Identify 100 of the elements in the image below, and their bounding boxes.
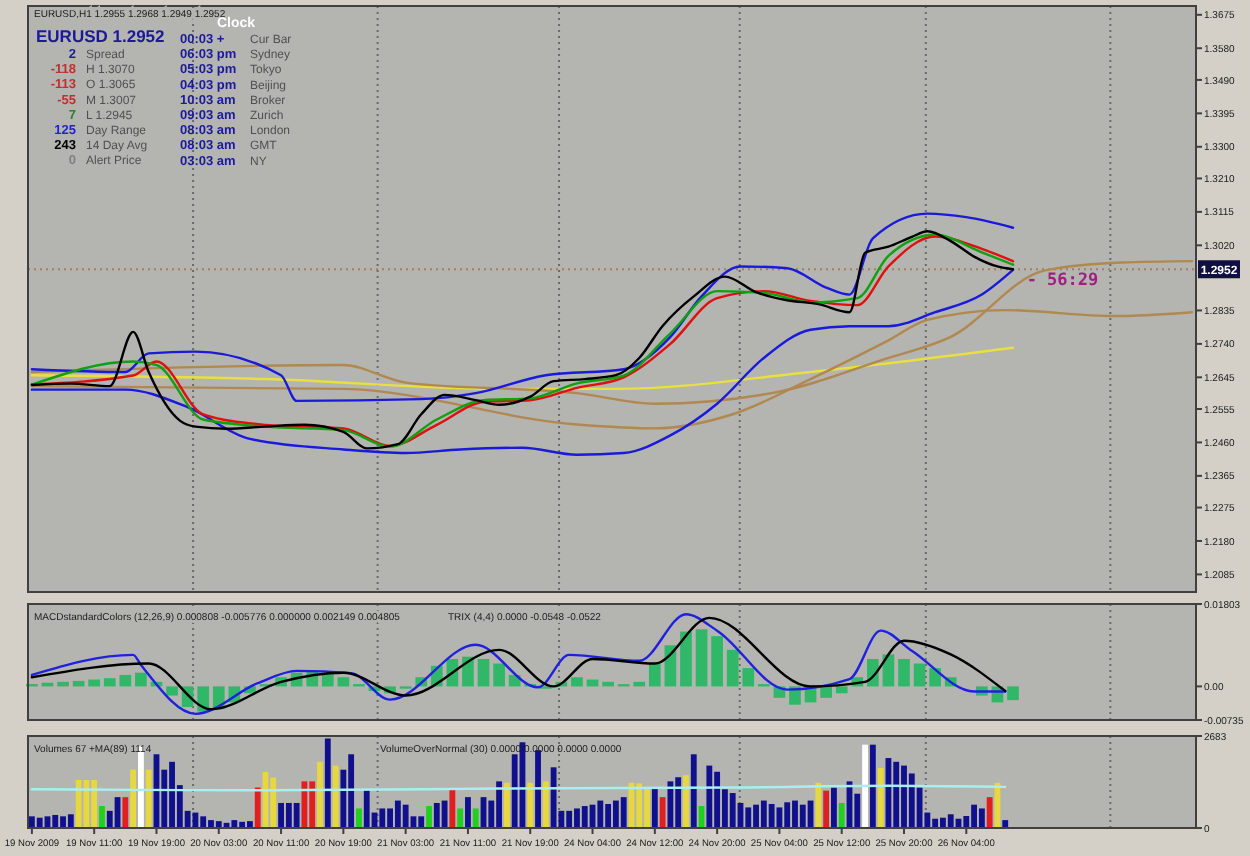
bar bbox=[680, 631, 692, 687]
bar bbox=[877, 767, 884, 828]
bar bbox=[215, 821, 222, 828]
bar bbox=[457, 808, 464, 828]
bar bbox=[208, 820, 214, 828]
bar bbox=[947, 814, 954, 828]
bar bbox=[776, 807, 783, 828]
bar bbox=[648, 663, 661, 687]
bar bbox=[200, 816, 207, 828]
bar bbox=[192, 812, 199, 828]
bar bbox=[394, 800, 401, 828]
bar bbox=[612, 800, 619, 828]
bar bbox=[36, 817, 43, 828]
bar bbox=[324, 738, 331, 828]
bar bbox=[145, 769, 152, 828]
bar bbox=[493, 663, 505, 687]
bar bbox=[426, 806, 432, 828]
bar bbox=[893, 761, 900, 828]
bar bbox=[122, 797, 129, 828]
bar bbox=[835, 686, 848, 694]
bar bbox=[566, 810, 573, 828]
bar bbox=[441, 800, 448, 828]
bar bbox=[91, 779, 98, 828]
bar bbox=[496, 781, 503, 828]
line-series bbox=[30, 212, 1015, 403]
bar bbox=[363, 789, 370, 828]
bar bbox=[465, 797, 471, 828]
bar bbox=[675, 777, 682, 828]
bar bbox=[348, 754, 355, 828]
bar bbox=[254, 787, 261, 828]
bar bbox=[166, 686, 178, 696]
bar bbox=[644, 787, 650, 828]
bar bbox=[706, 765, 713, 828]
bar bbox=[753, 804, 759, 828]
bar bbox=[28, 816, 35, 828]
bar bbox=[293, 802, 300, 828]
bar bbox=[745, 807, 752, 828]
bar bbox=[550, 767, 557, 828]
bar bbox=[449, 789, 456, 828]
bar bbox=[978, 808, 985, 828]
annotation: EURUSD 1.2952 bbox=[36, 26, 166, 46]
bar bbox=[1002, 820, 1009, 828]
bar bbox=[387, 808, 393, 828]
bar bbox=[898, 658, 910, 687]
bar bbox=[418, 816, 425, 828]
bar bbox=[869, 744, 876, 828]
bar bbox=[503, 782, 510, 828]
bar bbox=[823, 790, 830, 828]
bar bbox=[231, 820, 238, 828]
bar bbox=[337, 677, 350, 687]
bar bbox=[815, 782, 822, 828]
bar bbox=[317, 761, 323, 828]
bar bbox=[574, 808, 580, 828]
bar bbox=[602, 681, 614, 687]
bar bbox=[768, 804, 775, 828]
bar bbox=[379, 808, 386, 828]
bar bbox=[711, 636, 723, 687]
bar bbox=[831, 787, 837, 828]
bar bbox=[597, 800, 604, 828]
bar bbox=[1007, 686, 1019, 701]
bar bbox=[88, 679, 101, 687]
annotation: - 56:29 bbox=[1026, 270, 1099, 291]
line-series bbox=[30, 346, 1015, 391]
bar bbox=[52, 814, 59, 828]
bar bbox=[695, 629, 708, 687]
bar bbox=[285, 802, 292, 828]
bar bbox=[309, 781, 316, 828]
bar bbox=[620, 797, 627, 828]
bar bbox=[908, 773, 915, 828]
bar bbox=[799, 804, 806, 828]
bar bbox=[83, 779, 90, 828]
bar bbox=[130, 769, 137, 828]
bar bbox=[477, 658, 490, 687]
bar bbox=[535, 750, 541, 828]
bar bbox=[462, 656, 474, 687]
bar bbox=[913, 663, 926, 687]
bar bbox=[714, 771, 721, 828]
bar bbox=[651, 787, 658, 828]
bar bbox=[135, 672, 147, 687]
bar bbox=[636, 783, 643, 828]
bar bbox=[527, 782, 534, 828]
bar bbox=[60, 816, 66, 828]
bar bbox=[402, 804, 409, 828]
bar bbox=[472, 808, 479, 828]
bar bbox=[99, 806, 105, 828]
bar bbox=[542, 781, 549, 828]
bar bbox=[581, 806, 588, 828]
bar bbox=[667, 781, 674, 828]
bar bbox=[729, 793, 736, 828]
bar bbox=[605, 804, 612, 828]
bar bbox=[820, 686, 832, 698]
bar bbox=[75, 779, 82, 828]
bar bbox=[57, 681, 69, 687]
bar bbox=[683, 775, 689, 828]
bar bbox=[169, 761, 175, 828]
bar bbox=[67, 814, 74, 828]
bar bbox=[760, 800, 767, 828]
bar bbox=[784, 802, 791, 828]
bar bbox=[690, 754, 697, 828]
bar bbox=[270, 777, 277, 828]
